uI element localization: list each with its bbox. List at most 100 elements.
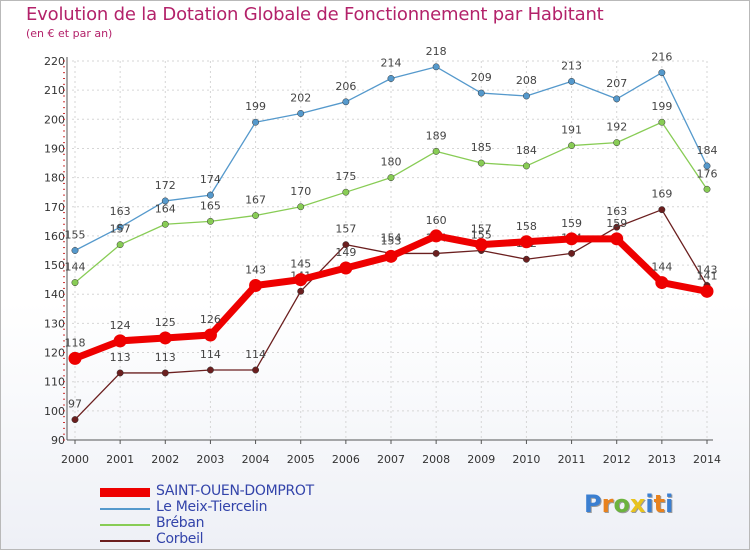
data-label: 214: [381, 56, 402, 69]
logo-letter: i: [645, 490, 654, 518]
data-point: [387, 174, 395, 182]
data-point: [252, 212, 260, 219]
proxiti-logo: Proxiti: [584, 490, 673, 518]
x-tick-label: 2003: [196, 453, 224, 466]
data-label: 199: [245, 100, 266, 113]
data-point: [116, 241, 124, 249]
x-tick-label: 2006: [332, 453, 360, 466]
data-label: 192: [606, 121, 627, 134]
data-label: 175: [335, 170, 356, 183]
chart-title: Evolution de la Dotation Globale de Fonc…: [26, 4, 604, 25]
legend-label: SAINT-OUEN-DOMPROT: [156, 483, 314, 499]
data-label: 126: [200, 313, 221, 326]
logo-letter: o: [613, 490, 630, 518]
data-point: [429, 229, 443, 243]
legend-label: Bréban: [156, 515, 205, 531]
legend-label: Le Meix-Tiercelin: [156, 499, 268, 515]
data-label: 114: [245, 348, 266, 361]
data-point: [161, 220, 169, 228]
data-label: 176: [697, 167, 718, 180]
data-label: 155: [65, 229, 86, 242]
data-label: 114: [200, 348, 221, 361]
chart-subtitle: (en € et par an): [26, 27, 113, 40]
logo-letter: i: [665, 490, 674, 518]
data-point: [432, 147, 440, 155]
data-point: [161, 197, 169, 205]
data-label: 216: [651, 51, 672, 64]
data-label: 209: [471, 71, 492, 84]
x-tick-label: 2007: [377, 453, 405, 466]
data-point: [432, 249, 440, 257]
legend-swatch: [100, 524, 150, 526]
x-tick-label: 2001: [106, 453, 134, 466]
data-label: 124: [110, 319, 131, 332]
data-label: 174: [200, 173, 221, 186]
data-point: [68, 351, 82, 365]
data-point: [249, 278, 263, 292]
data-point: [342, 98, 350, 106]
x-tick-label: 2014: [693, 453, 721, 466]
data-label: 164: [155, 202, 176, 215]
x-tick-label: 2009: [467, 453, 495, 466]
y-tick-label: 130: [44, 317, 65, 330]
data-label: 159: [561, 217, 582, 230]
data-point: [655, 276, 669, 290]
data-label: 149: [335, 246, 356, 259]
data-point: [387, 75, 395, 82]
data-label: 208: [516, 74, 537, 87]
data-point: [206, 191, 214, 199]
data-point: [158, 331, 172, 345]
x-tick-label: 2010: [512, 453, 540, 466]
data-label: 180: [381, 156, 402, 169]
y-tick-label: 110: [44, 376, 65, 389]
data-point: [477, 159, 485, 167]
data-point: [568, 142, 576, 149]
data-label: 206: [335, 80, 356, 93]
y-tick-label: 90: [51, 434, 65, 447]
data-label: 160: [426, 214, 447, 227]
x-tick-label: 2013: [648, 453, 676, 466]
data-label: 213: [561, 59, 582, 72]
data-point: [339, 261, 353, 275]
data-point: [113, 334, 127, 348]
data-point: [71, 247, 79, 254]
data-label: 144: [65, 261, 86, 274]
data-label: 154: [381, 231, 402, 244]
data-point: [116, 223, 124, 231]
data-point: [297, 110, 305, 117]
data-label: 185: [471, 141, 492, 154]
series-le-meix-tiercelin: 155 163 172 174 199 202 206 214 218 209 208 213 207 2…: [65, 45, 718, 254]
data-point: [658, 118, 666, 126]
data-point: [522, 162, 530, 170]
data-label: 163: [606, 205, 627, 218]
data-point: [474, 238, 488, 252]
data-label: 207: [606, 77, 627, 90]
data-label: 113: [110, 351, 131, 364]
data-label: 125: [155, 316, 176, 329]
data-label: 172: [155, 179, 176, 192]
data-point: [252, 118, 260, 126]
logo-letter: P: [584, 490, 602, 518]
x-tick-label: 2012: [603, 453, 631, 466]
x-tick-label: 2004: [242, 453, 270, 466]
data-point: [700, 284, 714, 298]
data-point: [203, 328, 217, 342]
x-tick-label: 2000: [61, 453, 89, 466]
data-point: [565, 232, 579, 246]
data-label: 158: [516, 220, 537, 233]
data-point: [71, 416, 79, 424]
data-label: 143: [697, 263, 718, 276]
x-tick-label: 2008: [422, 453, 450, 466]
data-point: [206, 366, 214, 374]
data-point: [342, 188, 350, 196]
y-tick-label: 170: [44, 201, 65, 214]
data-label: 163: [110, 205, 131, 218]
data-point: [568, 77, 576, 85]
data-point: [703, 162, 711, 170]
data-label: 165: [200, 199, 221, 212]
data-label: 170: [290, 185, 311, 198]
data-label: 144: [651, 261, 672, 274]
data-point: [206, 217, 214, 225]
